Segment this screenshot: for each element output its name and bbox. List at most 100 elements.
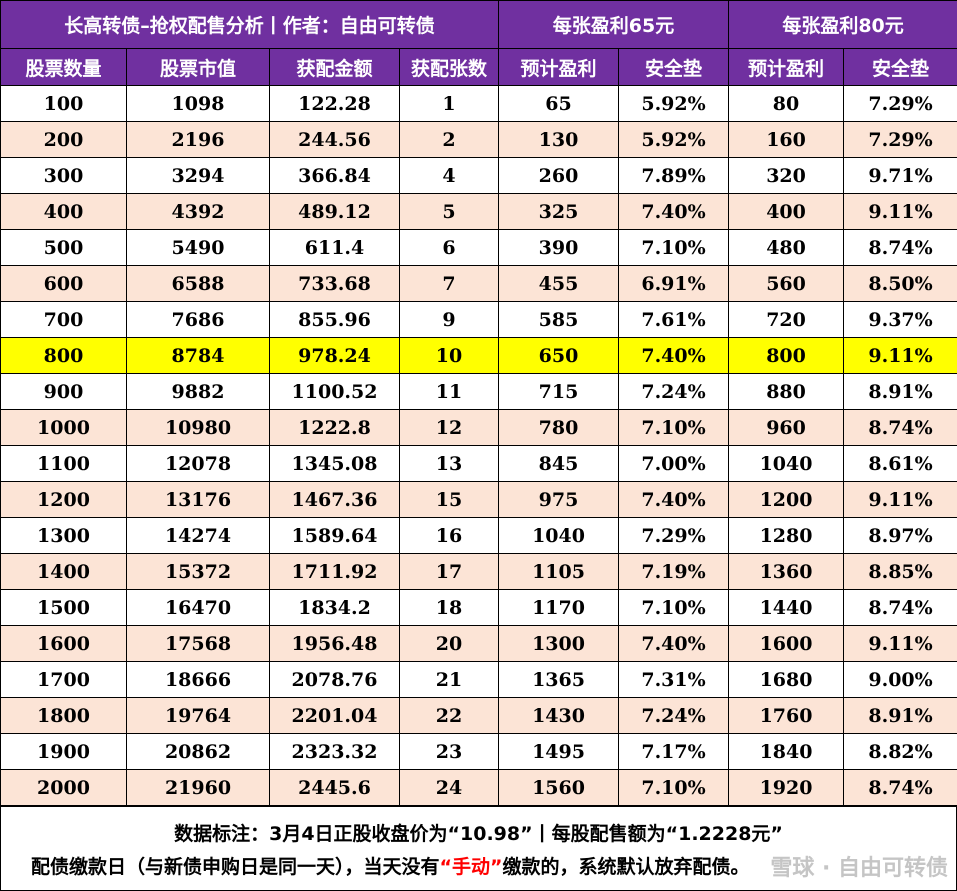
cell-shares: 800 <box>1 338 127 374</box>
cell-shares: 300 <box>1 158 127 194</box>
cell-allotted-lots: 5 <box>400 194 499 230</box>
cell-safety-65: 6.91% <box>619 266 729 302</box>
cell-allotted-amount: 2445.6 <box>270 770 400 806</box>
cell-market-value: 12078 <box>127 446 270 482</box>
cell-profit-80: 1360 <box>729 554 844 590</box>
cell-profit-80: 720 <box>729 302 844 338</box>
cell-allotted-lots: 20 <box>400 626 499 662</box>
cell-safety-80: 9.11% <box>844 482 957 518</box>
cell-allotted-amount: 489.12 <box>270 194 400 230</box>
cell-safety-80: 9.00% <box>844 662 957 698</box>
cell-allotted-lots: 2 <box>400 122 499 158</box>
cell-profit-65: 650 <box>499 338 619 374</box>
cell-safety-65: 7.40% <box>619 194 729 230</box>
cell-profit-80: 80 <box>729 86 844 122</box>
cell-market-value: 8784 <box>127 338 270 374</box>
cell-safety-80: 8.97% <box>844 518 957 554</box>
cell-profit-65: 260 <box>499 158 619 194</box>
cell-safety-65: 7.61% <box>619 302 729 338</box>
cell-profit-80: 320 <box>729 158 844 194</box>
cell-profit-80: 1760 <box>729 698 844 734</box>
cell-profit-80: 960 <box>729 410 844 446</box>
cell-allotted-lots: 12 <box>400 410 499 446</box>
cell-profit-80: 1280 <box>729 518 844 554</box>
cell-profit-65: 845 <box>499 446 619 482</box>
group-header-80: 每张盈利80元 <box>729 1 957 49</box>
cell-safety-80: 9.71% <box>844 158 957 194</box>
cell-safety-65: 7.40% <box>619 482 729 518</box>
cell-allotted-amount: 1467.36 <box>270 482 400 518</box>
cell-allotted-amount: 855.96 <box>270 302 400 338</box>
cell-allotted-amount: 978.24 <box>270 338 400 374</box>
cell-profit-80: 1920 <box>729 770 844 806</box>
cell-allotted-lots: 10 <box>400 338 499 374</box>
cell-profit-65: 585 <box>499 302 619 338</box>
cell-profit-65: 1495 <box>499 734 619 770</box>
footer-notes: 数据标注：3月4日正股收盘价为“10.98”丨每股配售额为“1.2228元” 配… <box>0 806 957 891</box>
cell-shares: 2000 <box>1 770 127 806</box>
cell-safety-65: 7.24% <box>619 698 729 734</box>
cell-allotted-amount: 611.4 <box>270 230 400 266</box>
cell-safety-80: 8.85% <box>844 554 957 590</box>
cell-safety-80: 9.11% <box>844 338 957 374</box>
cell-shares: 1400 <box>1 554 127 590</box>
cell-profit-65: 1040 <box>499 518 619 554</box>
cell-allotted-amount: 2323.32 <box>270 734 400 770</box>
cell-safety-80: 8.74% <box>844 770 957 806</box>
cell-safety-65: 7.24% <box>619 374 729 410</box>
cell-allotted-amount: 1834.2 <box>270 590 400 626</box>
cell-safety-65: 5.92% <box>619 122 729 158</box>
cell-market-value: 15372 <box>127 554 270 590</box>
cell-allotted-lots: 24 <box>400 770 499 806</box>
cell-market-value: 21960 <box>127 770 270 806</box>
payment-note-start: 配债缴款日（与新债申购日是同一天），当天没有 <box>31 856 440 878</box>
cell-profit-80: 160 <box>729 122 844 158</box>
watermark: 雪球 · 自由可转债 <box>770 850 948 882</box>
cell-allotted-amount: 2201.04 <box>270 698 400 734</box>
payment-note: 配债缴款日（与新债申购日是同一天），当天没有“手动”缴款的，系统默认放弃配债。 <box>31 852 750 879</box>
cell-safety-80: 9.11% <box>844 194 957 230</box>
cell-safety-80: 9.11% <box>844 626 957 662</box>
column-header-safety-80: 安全垫 <box>844 49 957 86</box>
cell-profit-80: 560 <box>729 266 844 302</box>
cell-market-value: 1098 <box>127 86 270 122</box>
cell-market-value: 13176 <box>127 482 270 518</box>
cell-allotted-amount: 1222.8 <box>270 410 400 446</box>
cell-allotted-amount: 244.56 <box>270 122 400 158</box>
cell-market-value: 9882 <box>127 374 270 410</box>
cell-profit-80: 800 <box>729 338 844 374</box>
cell-safety-80: 9.37% <box>844 302 957 338</box>
cell-allotted-lots: 23 <box>400 734 499 770</box>
cell-allotted-lots: 11 <box>400 374 499 410</box>
cell-profit-65: 325 <box>499 194 619 230</box>
column-header-allotted-amount: 获配金额 <box>270 49 400 86</box>
cell-shares: 1600 <box>1 626 127 662</box>
cell-shares: 100 <box>1 86 127 122</box>
cell-safety-80: 8.61% <box>844 446 957 482</box>
cell-allotted-amount: 1956.48 <box>270 626 400 662</box>
cell-profit-65: 780 <box>499 410 619 446</box>
cell-safety-65: 7.17% <box>619 734 729 770</box>
cell-profit-80: 1680 <box>729 662 844 698</box>
column-header-allotted-lots: 获配张数 <box>400 49 499 86</box>
cell-shares: 200 <box>1 122 127 158</box>
cell-profit-65: 1170 <box>499 590 619 626</box>
cell-shares: 1500 <box>1 590 127 626</box>
cell-profit-80: 1440 <box>729 590 844 626</box>
cell-allotted-amount: 1589.64 <box>270 518 400 554</box>
cell-profit-80: 1040 <box>729 446 844 482</box>
cell-profit-80: 1600 <box>729 626 844 662</box>
cell-allotted-lots: 22 <box>400 698 499 734</box>
cell-shares: 1100 <box>1 446 127 482</box>
cell-safety-65: 5.92% <box>619 86 729 122</box>
cell-profit-80: 880 <box>729 374 844 410</box>
column-header-safety-65: 安全垫 <box>619 49 729 86</box>
cell-safety-65: 7.10% <box>619 230 729 266</box>
cell-allotted-amount: 1711.92 <box>270 554 400 590</box>
